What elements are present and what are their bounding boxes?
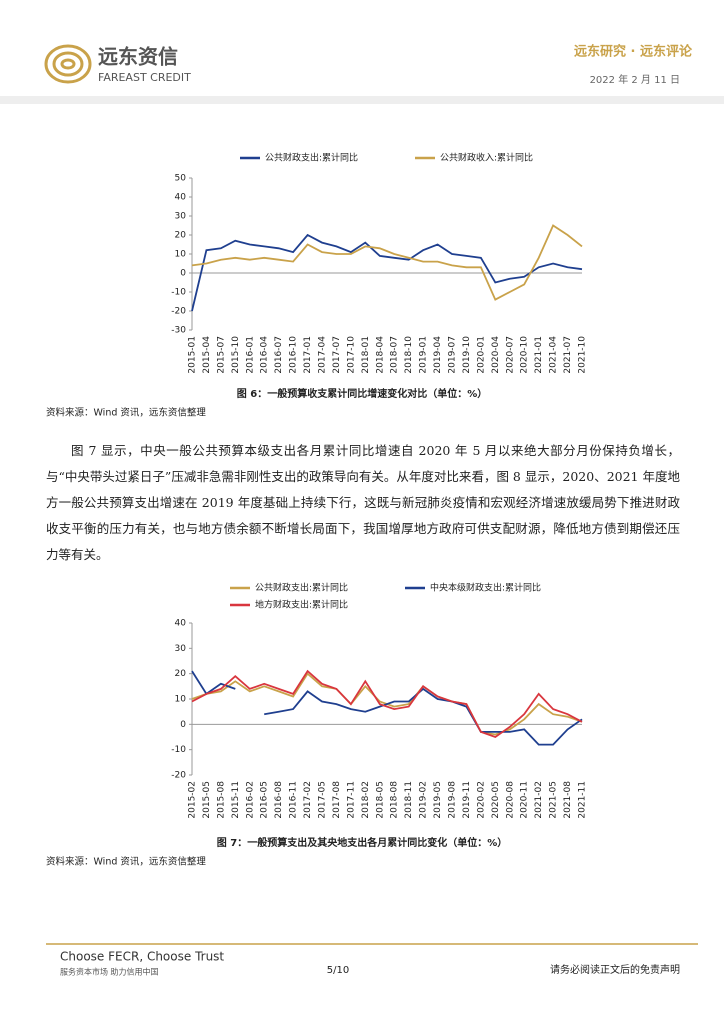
x-tick-label: 2021-10 [578,336,588,374]
x-tick-label: 2020-04 [491,336,501,374]
y-tick-label: 0 [180,720,186,730]
x-tick-label: 2017-11 [346,781,356,819]
header-band [0,96,724,104]
x-tick-label: 2016-02 [245,781,255,819]
y-tick-label: -20 [171,771,186,781]
figure-source: 资料来源：Wind 资讯，远东资信整理 [46,407,206,419]
x-tick-label: 2016-01 [245,336,255,374]
x-tick-label: 2020-01 [476,336,486,374]
x-tick-label: 2015-01 [188,336,198,374]
logo [44,44,92,84]
x-tick-label: 2018-04 [375,336,385,374]
y-tick-label: 10 [175,250,187,260]
x-tick-label: 2019-01 [419,336,429,374]
x-tick-label: 2019-02 [419,781,429,819]
series-line [191,233,583,312]
legend-label: 公共财政支出:累计同比 [265,152,358,164]
x-tick-label: 2017-04 [318,336,328,374]
y-tick-label: 10 [175,695,187,705]
x-tick-label: 2020-11 [520,781,530,819]
x-tick-label: 2021-04 [549,336,559,374]
brand-en: FAREAST CREDIT [98,71,191,84]
x-tick-label: 2015-10 [231,336,241,374]
x-tick-label: 2015-05 [202,781,212,819]
figure-caption: 图 7：一般预算支出及其央地支出各月累计同比变化（单位：%） [217,836,507,849]
legend-label: 公共财政支出:累计同比 [255,582,348,594]
x-tick-label: 2017-08 [332,781,342,819]
y-tick-label: 30 [175,212,187,222]
x-tick-label: 2017-07 [332,336,342,374]
figure-source: 资料来源：Wind 资讯，远东资信整理 [46,856,206,868]
y-tick-label: 40 [175,193,187,203]
x-tick-label: 2020-05 [491,781,501,819]
x-tick-label: 2021-11 [578,781,588,819]
x-tick-label: 2019-10 [462,336,472,374]
brand: 远东资信 [98,45,178,69]
x-tick-label: 2020-08 [505,781,515,819]
y-tick-label: -10 [171,288,186,298]
x-tick-label: 2017-05 [318,781,328,819]
x-tick-label: 2016-08 [274,781,284,819]
x-tick-label: 2019-08 [448,781,458,819]
x-tick-label: 2016-04 [260,336,270,374]
x-tick-label: 2021-07 [563,336,573,374]
x-tick-label: 2015-08 [216,781,226,819]
y-tick-label: 30 [175,644,187,654]
x-tick-label: 2016-10 [289,336,299,374]
series-line [191,669,583,739]
legend-label: 中央本级财政支出:累计同比 [430,582,541,594]
tagline: 服务资本市场 助力信用中国 [60,967,159,977]
slogan: Choose FECR, Choose Trust [60,950,224,964]
x-tick-label: 2019-04 [433,336,443,374]
y-tick-label: 20 [175,231,187,241]
page-number: 5/10 [327,965,349,976]
x-tick-label: 2016-05 [260,781,270,819]
x-tick-label: 2021-08 [563,781,573,819]
x-tick-label: 2018-11 [404,781,414,819]
x-tick-label: 2018-10 [404,336,414,374]
x-tick-label: 2018-01 [361,336,371,374]
x-tick-label: 2017-10 [346,336,356,374]
x-tick-label: 2021-01 [534,336,544,374]
x-tick-label: 2018-02 [361,781,371,819]
x-tick-label: 2019-11 [462,781,472,819]
x-tick-label: 2020-10 [520,336,530,374]
disclaimer: 请务必阅读正文后的免责声明 [550,963,680,976]
x-tick-label: 2019-07 [448,336,458,374]
y-tick-label: 50 [175,174,187,184]
body-paragraph: 图 7 显示，中央一般公共预算本级支出各月累计同比增速自 2020 年 5 月以… [46,443,680,562]
y-tick-label: -20 [171,307,186,317]
x-tick-label: 2015-07 [216,336,226,374]
y-tick-label: -10 [171,745,186,755]
x-tick-label: 2016-07 [274,336,284,374]
x-tick-label: 2021-05 [549,781,559,819]
x-tick-label: 2018-08 [390,781,400,819]
date: 2022 年 2 月 11 日 [590,73,680,86]
x-tick-label: 2018-05 [375,781,385,819]
legend-label: 公共财政收入:累计同比 [440,152,533,164]
x-tick-label: 2020-07 [505,336,515,374]
x-tick-label: 2017-02 [303,781,313,819]
x-tick-label: 2015-11 [231,781,241,819]
x-tick-label: 2016-11 [289,781,299,819]
x-tick-label: 2015-02 [188,781,198,819]
legend-label: 地方财政支出:累计同比 [255,599,348,611]
x-tick-label: 2017-01 [303,336,313,374]
x-tick-label: 2018-07 [390,336,400,374]
series-line [191,224,583,301]
x-tick-label: 2015-04 [202,336,212,374]
y-tick-label: -30 [171,326,186,336]
series-line [191,670,583,746]
x-tick-label: 2019-05 [433,781,443,819]
y-tick-label: 20 [175,669,187,679]
column: 远东研究 · 远东评论 [574,44,693,60]
y-tick-label: 40 [175,619,187,629]
x-tick-label: 2020-02 [476,781,486,819]
y-tick-label: 0 [180,269,186,279]
x-tick-label: 2021-02 [534,781,544,819]
figure-caption: 图 6：一般预算收支累计同比增速变化对比（单位：%） [237,387,487,400]
